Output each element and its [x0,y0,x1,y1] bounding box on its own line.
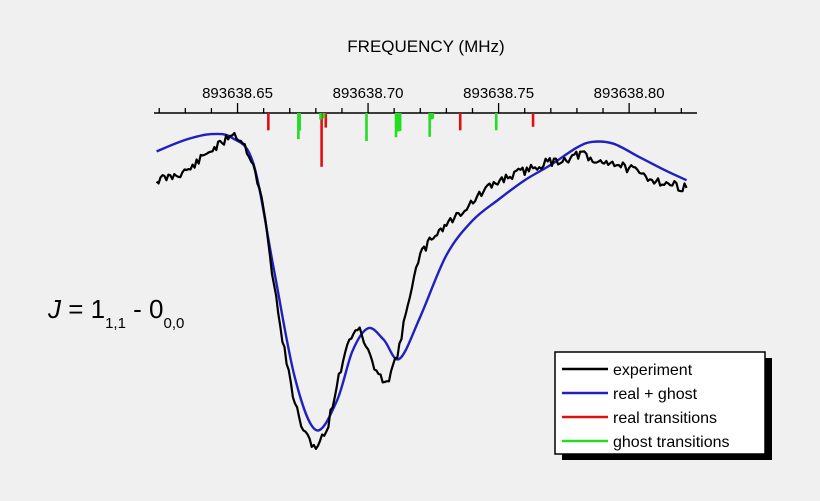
j-annotation: J = 11,1 - 00,0 [47,294,184,332]
x-tick-label: 893638.80 [594,85,665,102]
legend-label: real + ghost [613,386,698,403]
legend-label: ghost transitions [613,434,730,451]
x-tick-label: 893638.65 [202,85,273,102]
spectrum-curves [155,131,688,450]
x-tick-label: 893638.70 [333,85,404,102]
x-axis-title: FREQUENCY (MHz) [347,37,504,56]
transition-sticks [267,113,535,167]
x-tick-label: 893638.75 [463,85,534,102]
legend-label: real transitions [613,410,717,427]
legend-label: experiment [613,362,693,379]
experiment-line [155,131,688,450]
x-axis: 893638.65 893638.70 893638.75 893638.80 [154,85,697,114]
legend: experiment real + ghost real transitions gh… [554,351,772,460]
